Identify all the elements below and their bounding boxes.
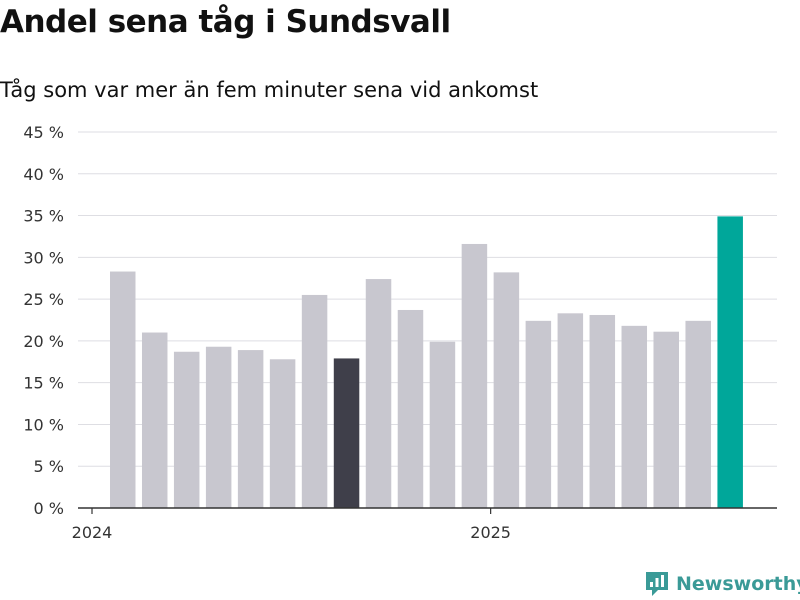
bar — [653, 331, 679, 508]
bar — [589, 314, 616, 508]
bar — [110, 271, 136, 508]
bar — [397, 309, 424, 508]
newsworthy-logo: Newsworthy — [644, 570, 800, 598]
bar — [365, 279, 392, 508]
y-tick-label: 5 % — [34, 457, 64, 476]
chart-title: Andel sena tåg i Sundsvall — [0, 4, 451, 40]
bar — [333, 358, 360, 508]
bar — [685, 320, 711, 508]
y-tick-label: 45 % — [23, 123, 64, 142]
x-tick-label: 2024 — [72, 523, 113, 542]
y-tick-label: 0 % — [34, 499, 64, 518]
bar — [557, 313, 584, 508]
y-tick-label: 20 % — [23, 332, 64, 351]
bar — [269, 359, 296, 508]
chart-subtitle: Tåg som var mer än fem minuter sena vid … — [0, 78, 539, 102]
x-tick-label: 2025 — [470, 523, 511, 542]
bar — [301, 294, 328, 508]
bar — [525, 320, 552, 508]
bar — [461, 243, 488, 508]
y-tick-label: 25 % — [23, 290, 64, 309]
newsworthy-logo-text: Newsworthy — [676, 573, 800, 595]
bar — [717, 216, 743, 508]
bar — [237, 350, 264, 508]
bar — [173, 351, 200, 508]
bar — [205, 346, 232, 508]
y-tick-label: 15 % — [23, 374, 64, 393]
bar — [621, 325, 648, 508]
y-tick-label: 30 % — [23, 248, 64, 267]
bar — [141, 332, 168, 508]
y-tick-label: 10 % — [23, 415, 64, 434]
newsworthy-logo-icon — [646, 572, 668, 596]
bar — [493, 272, 520, 508]
y-tick-label: 40 % — [23, 165, 64, 184]
y-tick-label: 35 % — [23, 207, 64, 226]
bar — [429, 341, 456, 508]
